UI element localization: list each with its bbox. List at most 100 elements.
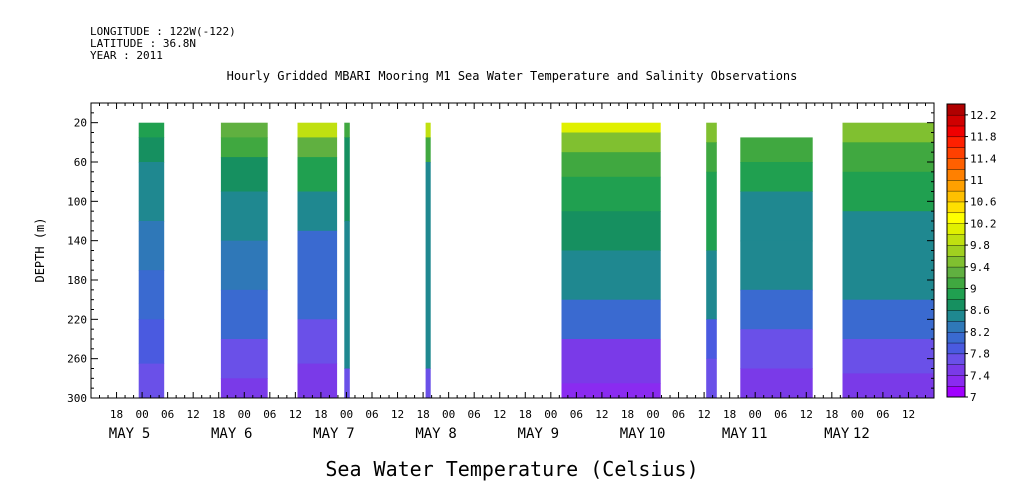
temperature-band (138, 270, 165, 320)
temperature-band (740, 289, 813, 330)
x-hour-label: 18 (519, 408, 532, 421)
temperature-band (344, 368, 350, 399)
colorbar-label: 11.8 (970, 131, 997, 144)
temperature-band (138, 363, 165, 399)
y-tick-label: 260 (67, 353, 87, 366)
colorbar-swatch (946, 320, 966, 333)
temperature-band (561, 152, 661, 178)
data-column (297, 122, 338, 399)
temperature-band (561, 299, 661, 340)
x-hour-label: 06 (876, 408, 889, 421)
colorbar-swatch (946, 114, 966, 127)
longitude-label: LONGITUDE : 122W(-122) (90, 25, 236, 38)
colorbar-label: 12.2 (970, 109, 997, 122)
x-hour-label: 18 (416, 408, 429, 421)
colorbar-label: 10.2 (970, 217, 997, 230)
x-month-label: MAY (518, 426, 544, 442)
data-column (220, 122, 268, 399)
colorbar-swatch (946, 364, 966, 376)
temperature-band (220, 378, 268, 399)
temperature-band (344, 122, 350, 138)
y-axis-label: DEPTH (m) (33, 217, 47, 282)
colorbar-swatch (946, 288, 966, 300)
x-hour-label: 06 (570, 408, 583, 421)
x-hour-label: 00 (646, 408, 659, 421)
colorbar-border (946, 103, 966, 398)
x-day-label: 11 (751, 426, 768, 442)
x-hour-label: 12 (902, 408, 915, 421)
colorbar-swatch (946, 125, 966, 138)
colorbar-swatch (946, 244, 966, 257)
colorbar-label: 8.6 (970, 304, 990, 317)
temperature-band (138, 319, 165, 365)
colorbar-label: 10.6 (970, 196, 997, 209)
x-day-label: 7 (346, 426, 354, 442)
y-tick-label: 180 (67, 274, 87, 287)
x-hour-label: 06 (672, 408, 685, 421)
data-column (706, 122, 717, 399)
temperature-band (344, 221, 350, 369)
x-hour-label: 12 (697, 408, 710, 421)
data-column (842, 122, 934, 399)
colorbar-swatch (946, 277, 966, 289)
temperature-band (842, 171, 934, 212)
data-column (740, 137, 813, 399)
x-day-label: 8 (448, 426, 456, 442)
temperature-band (740, 329, 813, 369)
colorbar-label: 9 (970, 282, 977, 295)
x-hour-label: 06 (774, 408, 787, 421)
data-column (425, 122, 431, 399)
temperature-band (842, 250, 934, 301)
temperature-band (220, 137, 268, 158)
data-column (138, 122, 165, 399)
y-tick-label: 140 (67, 235, 87, 248)
x-hour-label: 12 (187, 408, 200, 421)
temperature-band (138, 122, 165, 138)
y-tick-label: 300 (67, 392, 87, 405)
x-hour-label: 00 (851, 408, 864, 421)
x-hour-label: 00 (442, 408, 455, 421)
colorbar-swatch (946, 168, 966, 181)
temperature-band (842, 211, 934, 251)
colorbar-label: 11.4 (970, 152, 997, 165)
temperature-band (220, 339, 268, 379)
temperature-band (425, 162, 431, 369)
temperature-band (297, 319, 338, 365)
temperature-band (297, 230, 338, 271)
colorbar-label: 9.4 (970, 261, 990, 274)
colorbar-swatch (946, 179, 966, 192)
x-day-label: 9 (551, 426, 559, 442)
x-hour-label: 18 (723, 408, 736, 421)
temperature-band (842, 142, 934, 173)
temperature-band (706, 122, 717, 143)
colorbar-swatch (946, 223, 966, 235)
temperature-band (425, 137, 431, 163)
temperature-band (220, 122, 268, 138)
x-month-label: MAY (722, 426, 748, 442)
temperature-band (138, 137, 165, 163)
temperature-band (706, 142, 717, 173)
temperature-band (220, 240, 268, 291)
temperature-band (297, 191, 338, 232)
temperature-band (706, 250, 717, 320)
data-column (344, 122, 350, 399)
y-axis: 20 60 100 140 180 220 260 300 (67, 112, 934, 405)
x-axis-title: Sea Water Temperature (Celsius) (325, 457, 698, 481)
colorbar-swatch (946, 136, 966, 148)
colorbar-swatch (946, 353, 966, 365)
chart-title: Hourly Gridded MBARI Mooring M1 Sea Wate… (227, 69, 798, 83)
colorbar-label: 7 (970, 391, 977, 404)
colorbar-label: 11 (970, 174, 983, 187)
temperature-band (842, 299, 934, 340)
temperature-band (297, 137, 338, 158)
colorbar-swatch (946, 212, 966, 224)
colorbar-swatch (946, 147, 966, 159)
colorbar-swatch (946, 375, 966, 387)
latitude-label: LATITUDE : 36.8N (90, 37, 196, 50)
x-hour-label: 12 (493, 408, 506, 421)
y-tick-label: 60 (74, 156, 87, 169)
temperature-band (842, 339, 934, 374)
colorbar-swatch (946, 309, 966, 322)
colorbar-swatch (946, 234, 966, 246)
